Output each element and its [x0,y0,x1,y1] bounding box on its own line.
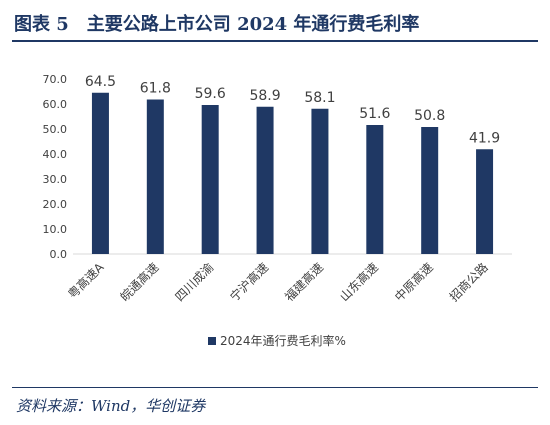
bar [421,127,439,254]
figure-label: 图表 5 [14,14,69,35]
y-tick-label: 40.0 [43,148,68,161]
x-tick-label: 山东高速 [336,260,381,305]
data-label: 50.8 [414,108,445,124]
y-tick-label: 70.0 [43,73,68,86]
bar [476,149,494,254]
y-tick-label: 0.0 [50,248,68,261]
data-label: 58.1 [304,90,335,106]
data-label: 51.6 [359,106,390,122]
y-tick-label: 50.0 [43,123,68,136]
y-tick-label: 60.0 [43,98,68,111]
x-tick-label: 福建高速 [282,260,327,305]
data-label: 64.5 [85,74,116,90]
y-tick-label: 10.0 [43,223,68,236]
source-note: 资料来源：Wind，华创证券 [16,397,206,415]
legend-label: 2024年通行费毛利率% [220,333,346,348]
x-tick-label: 宁沪高速 [227,260,272,305]
y-tick-label: 30.0 [43,173,68,186]
x-tick-label: 四川成渝 [172,260,217,305]
data-label: 61.8 [140,81,171,97]
legend-swatch [208,337,216,345]
x-tick-label: 中原高速 [391,260,436,305]
figure-title-row: 图表 5 主要公路上市公司 2024 年通行费毛利率 [14,8,536,38]
data-label: 41.9 [469,130,500,146]
bar [311,108,329,254]
bar [256,106,274,254]
x-tick-label: 皖通高速 [117,260,162,305]
bar [91,92,109,254]
bar [146,99,164,254]
figure-title: 主要公路上市公司 2024 年通行费毛利率 [86,14,420,35]
data-label: 58.9 [249,88,280,104]
title-divider [12,40,538,42]
data-label: 59.6 [195,86,226,102]
source-divider [12,387,538,388]
x-tick-label: 粤高速A [65,259,107,301]
x-tick-label: 招商公路 [446,260,491,305]
y-tick-label: 20.0 [43,198,68,211]
bar [366,125,384,254]
bar [201,105,219,254]
